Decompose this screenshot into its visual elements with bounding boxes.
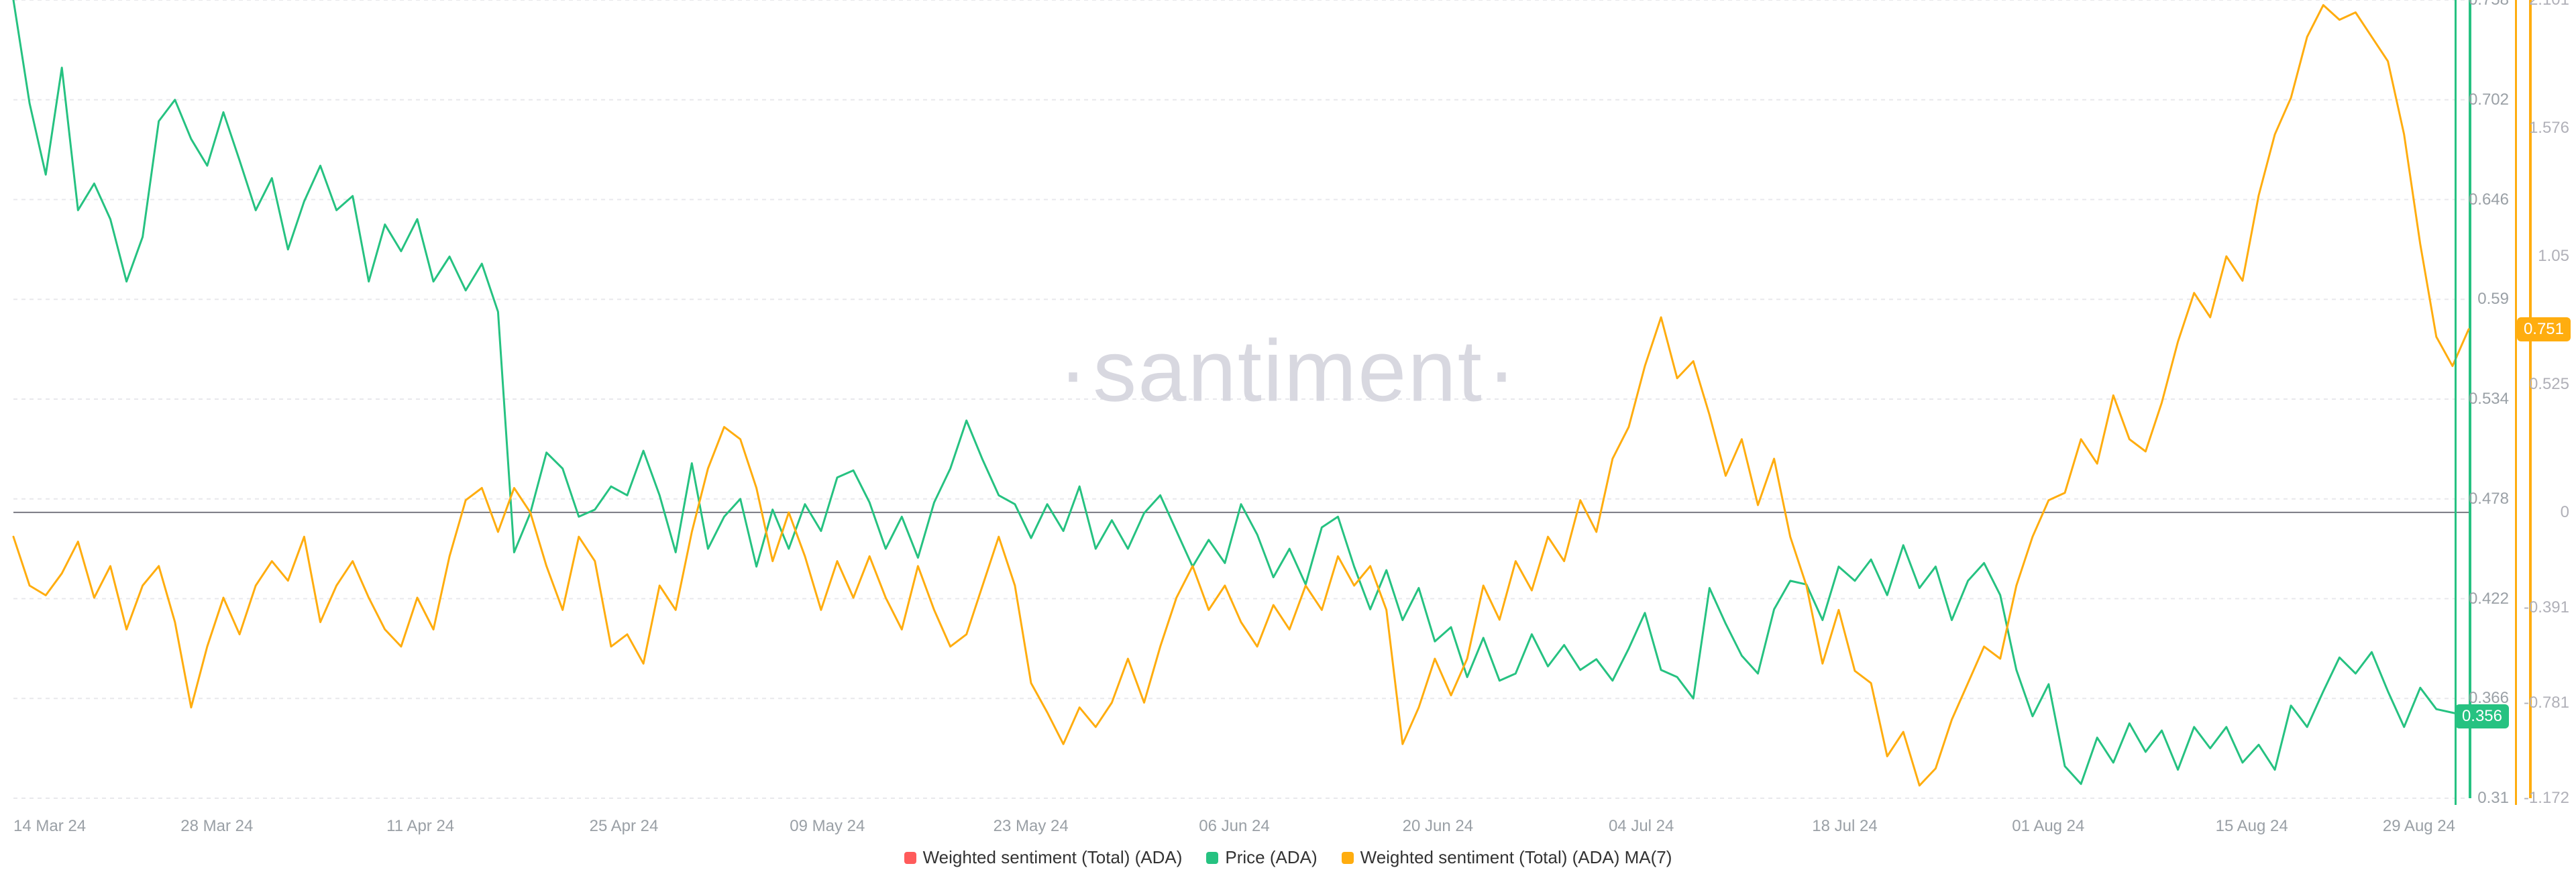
y-tick-price: 0.758 [2469,0,2509,9]
y-tick-sentiment: 1.576 [2529,119,2569,138]
legend-label: Weighted sentiment (Total) (ADA) [923,847,1183,868]
y-tick-sentiment: 1.05 [2538,247,2569,266]
sentiment-value-badge: 0.751 [2517,317,2571,341]
y-tick-price: 0.59 [2477,290,2509,309]
x-axis-label: 04 Jul 24 [1609,817,1674,836]
legend: Weighted sentiment (Total) (ADA) Price (… [0,847,2576,868]
y-axis-sentiment: 2.101 1.576 1.05 0.525 0 -0.391 -0.781 -1.172 [2516,0,2569,805]
x-axis-label: 11 Apr 24 [386,817,454,836]
y-tick-sentiment: 0.525 [2529,375,2569,394]
chart-svg [0,0,2576,872]
legend-item-sentiment[interactable]: Weighted sentiment (Total) (ADA) [904,847,1183,868]
y-tick-sentiment: -0.781 [2524,694,2569,712]
y-tick-price: 0.534 [2469,390,2509,408]
y-tick-price: 0.646 [2469,190,2509,209]
legend-swatch [1342,852,1354,864]
x-axis-label: 14 Mar 24 [13,817,86,836]
y-tick-price: 0.422 [2469,590,2509,608]
x-axis-label: 09 May 24 [790,817,865,836]
x-axis-label: 25 Apr 24 [590,817,659,836]
chart-container: santiment 0.7580.7020.6460.590.5340.4780… [0,0,2576,872]
legend-item-price[interactable]: Price (ADA) [1206,847,1317,868]
x-axis-label: 01 Aug 24 [2012,817,2084,836]
price-value-badge: 0.356 [2455,704,2509,728]
y-tick-price: 0.31 [2477,789,2509,808]
x-axis-label: 18 Jul 24 [1812,817,1877,836]
y-tick-price: 0.478 [2469,490,2509,508]
legend-label: Weighted sentiment (Total) (ADA) MA(7) [1360,847,1672,868]
x-axis-label: 06 Jun 24 [1199,817,1269,836]
x-axis-label: 29 Aug 24 [2383,817,2455,836]
y-tick-sentiment: 2.101 [2529,0,2569,9]
x-axis-label: 20 Jun 24 [1403,817,1473,836]
legend-label: Price (ADA) [1225,847,1317,868]
legend-swatch [1206,852,1218,864]
x-axis: 14 Mar 24 28 Mar 24 11 Apr 24 25 Apr 24 09 M… [13,817,2455,837]
x-axis-label: 28 Mar 24 [180,817,253,836]
legend-item-sentiment-ma7[interactable]: Weighted sentiment (Total) (ADA) MA(7) [1342,847,1672,868]
y-tick-sentiment: 0 [2561,503,2569,522]
y-tick-price: 0.702 [2469,91,2509,109]
y-tick-sentiment: -0.391 [2524,598,2569,617]
x-axis-label: 15 Aug 24 [2216,817,2288,836]
x-axis-label: 23 May 24 [994,817,1069,836]
legend-swatch [904,852,916,864]
y-tick-sentiment: -1.172 [2524,789,2569,808]
y-axis-price: 0.7580.7020.6460.590.5340.4780.4220.3660… [2455,0,2509,805]
